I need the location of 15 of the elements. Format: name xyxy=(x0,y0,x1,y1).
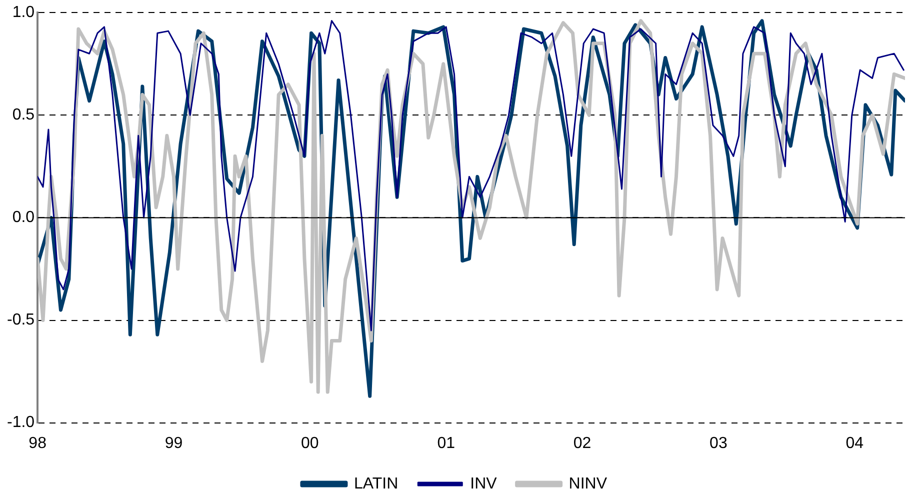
x-tick-label: 04 xyxy=(846,434,864,452)
x-tick-label: 99 xyxy=(164,434,183,452)
legend-label: NINV xyxy=(568,475,608,492)
y-tick-label: 0.0 xyxy=(12,209,35,226)
y-tick-label: -0.5 xyxy=(6,312,35,329)
x-tick-label: 03 xyxy=(710,434,728,452)
x-tick-label: 01 xyxy=(437,434,456,452)
x-tick-label: 98 xyxy=(28,434,47,452)
x-tick-label: 00 xyxy=(301,434,319,452)
x-tick-label: 02 xyxy=(573,434,592,452)
legend-label: INV xyxy=(470,475,498,492)
y-tick-label: 0.5 xyxy=(12,106,35,124)
y-tick-label: 1.0 xyxy=(12,4,35,22)
legend-label: LATIN xyxy=(354,475,398,492)
y-tick-label: -1.0 xyxy=(6,414,35,432)
